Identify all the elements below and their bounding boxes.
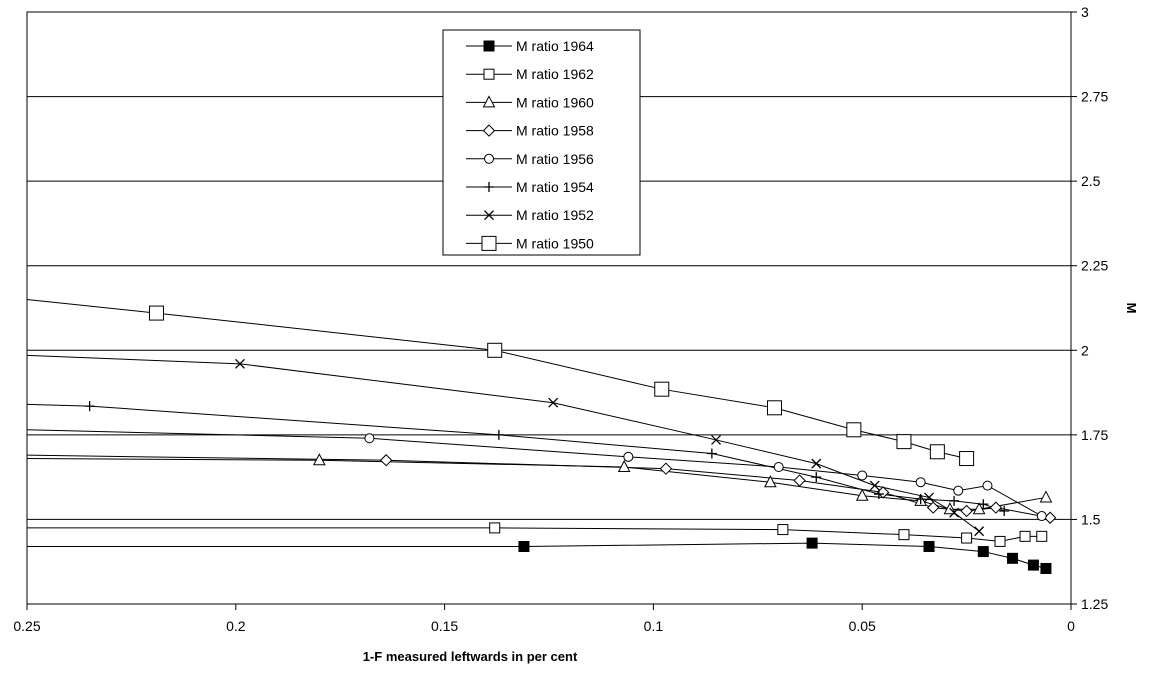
series-7-point-6 — [929, 444, 945, 460]
y-tick-label-7: 3 — [1081, 4, 1089, 20]
y-tick-label-6: 2.75 — [1081, 89, 1108, 105]
series-2-point-7 — [1039, 490, 1053, 503]
series-7-point-2 — [654, 381, 670, 397]
x-tick-labels: 0.25 0.2 0.15 0.1 0.05 0 — [13, 618, 1075, 634]
series-6-point-3 — [811, 458, 822, 469]
legend-marker-0 — [483, 40, 495, 52]
series-6-point-4 — [869, 480, 880, 491]
series-2-point-3 — [855, 488, 869, 501]
series-4-point-5 — [953, 485, 964, 496]
series-1-point-0 — [489, 522, 501, 534]
series-5-point-0 — [84, 401, 95, 412]
series-4-point-2 — [773, 461, 784, 472]
legend-marker-7 — [481, 235, 497, 251]
series-5-point-5 — [915, 494, 926, 505]
series-4-point-1 — [623, 451, 634, 462]
series-0-point-2 — [923, 540, 935, 552]
series-1-point-2 — [898, 529, 910, 541]
series-3-point-0 — [379, 454, 393, 467]
legend-label-4: M ratio 1956 — [516, 151, 594, 167]
y-tick-label-5: 2.5 — [1081, 173, 1101, 189]
series-3-point-4 — [926, 501, 940, 514]
series-1-point-4 — [994, 535, 1006, 547]
series-1-point-5 — [1019, 530, 1031, 542]
legend-label-2: M ratio 1960 — [516, 94, 594, 110]
series-line-5 — [26, 403, 1005, 512]
series-6-point-0 — [235, 358, 245, 369]
x-tick-label-1: 0.2 — [226, 618, 246, 634]
series-7-point-7 — [959, 451, 975, 467]
legend-label-6: M ratio 1952 — [516, 207, 594, 223]
series-5-point-8 — [999, 505, 1010, 516]
series-2-point-2 — [764, 475, 777, 488]
series-5-point-6 — [949, 495, 960, 506]
series-0-point-5 — [1027, 559, 1039, 571]
series-4-point-7 — [1036, 511, 1047, 522]
y-axis-title: M — [1124, 303, 1139, 314]
series-0-point-0 — [518, 540, 530, 552]
x-tick-label-0: 0.25 — [13, 618, 40, 634]
series-4-point-6 — [982, 480, 993, 491]
legend-marker-3 — [482, 124, 496, 137]
legend-box — [442, 29, 641, 256]
legend-label-1: M ratio 1962 — [516, 66, 594, 82]
series-7-point-1 — [487, 342, 503, 358]
series-4-point-4 — [915, 477, 926, 488]
series-6-point-7 — [974, 526, 985, 537]
legend-marker-5 — [484, 182, 494, 192]
series-0-point-6 — [1040, 562, 1052, 574]
legend-marker-4 — [484, 153, 494, 164]
y-tick-label-0: 1.25 — [1081, 596, 1108, 612]
legend-label-0: M ratio 1964 — [516, 38, 594, 54]
series-3-point-2 — [793, 474, 806, 487]
series-5-point-7 — [978, 499, 989, 510]
x-tick-label-5: 0 — [1067, 618, 1075, 634]
series-6-point-5 — [924, 492, 934, 503]
series-3-point-5 — [960, 504, 973, 518]
legend-marker-1 — [483, 68, 495, 80]
series-5-point-3 — [811, 472, 822, 483]
series-3-point-6 — [989, 501, 1003, 514]
legend-marker-6 — [484, 210, 494, 221]
series-6-point-1 — [548, 397, 559, 408]
x-tick-label-4: 0.05 — [849, 618, 876, 634]
x-tick-label-2: 0.15 — [431, 618, 458, 634]
series-5-point-1 — [493, 429, 504, 440]
series-2-point-0 — [312, 453, 326, 466]
series-5-point-2 — [706, 448, 717, 459]
y-tick-label-3: 2 — [1081, 342, 1089, 358]
x-tick-label-3: 0.1 — [644, 618, 664, 634]
series-4-point-0 — [364, 433, 375, 444]
legend: M ratio 1964 M ratio 1962 M ratio 1960 M ra… — [442, 29, 641, 256]
series-1-point-1 — [777, 524, 789, 536]
y-tick-label-2: 1.75 — [1081, 427, 1108, 443]
series-7-point-5 — [896, 434, 912, 450]
series-7-point-0 — [148, 305, 164, 321]
y-tick-label-4: 2.25 — [1081, 258, 1108, 274]
series-0-point-1 — [806, 537, 818, 549]
series-1-point-6 — [1036, 530, 1048, 542]
series-7-point-4 — [846, 422, 862, 438]
series-2-point-1 — [617, 459, 631, 472]
legend-marker-2 — [482, 95, 496, 108]
series-markers — [84, 305, 1057, 574]
legend-label-3: M ratio 1958 — [516, 123, 594, 139]
x-axis-title: 1-F measured leftwards in per cent — [363, 649, 578, 664]
legend-label-5: M ratio 1954 — [516, 179, 594, 195]
series-0-point-3 — [977, 546, 989, 558]
series-6-point-2 — [711, 434, 721, 445]
y-tick-label-1: 1.5 — [1081, 511, 1101, 527]
legend-label-7: M ratio 1950 — [516, 235, 594, 251]
series-5-point-4 — [873, 489, 884, 500]
series-0-point-4 — [1007, 552, 1019, 564]
series-3-point-1 — [659, 462, 673, 475]
series-2-point-6 — [972, 502, 986, 515]
series-6-point-6 — [949, 507, 960, 518]
y-tick-labels: 1.25 1.5 1.75 2 2.25 2.5 2.75 3 — [1081, 4, 1108, 612]
series-1-point-3 — [961, 532, 973, 544]
axes — [26, 11, 1077, 610]
series-7-point-3 — [767, 400, 783, 416]
series-4-point-3 — [857, 470, 868, 481]
